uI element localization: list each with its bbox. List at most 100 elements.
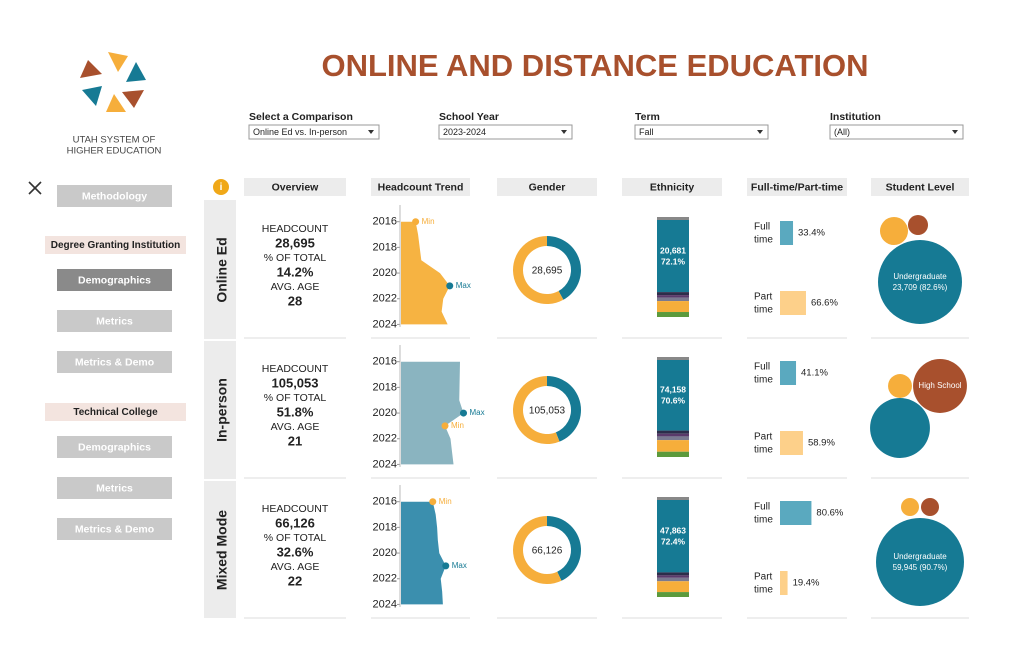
group-title-bg xyxy=(45,403,186,421)
ft-bar xyxy=(780,291,806,315)
overview-label: HEADCOUNT xyxy=(262,363,329,375)
dropdown-value: Online Ed vs. In-person xyxy=(253,127,347,137)
dropdown-arrow xyxy=(368,130,374,134)
trend-tick-label: 2024 xyxy=(373,458,397,470)
ft-label: time xyxy=(754,445,773,456)
trend-dot xyxy=(429,498,437,506)
ethnicity-seg xyxy=(657,592,689,597)
nav-button-label: Demographics xyxy=(78,274,151,286)
nav-button-label: Metrics xyxy=(96,482,133,494)
column-header-bg xyxy=(871,178,969,196)
bubble-value: 23,709 (82.6%) xyxy=(893,283,948,292)
ethnicity-seg xyxy=(657,440,689,452)
nav-button[interactable] xyxy=(57,310,172,332)
nav-button[interactable] xyxy=(57,269,172,291)
ft-label: Part xyxy=(754,432,773,443)
ethnicity-pct: 70.6% xyxy=(661,396,686,406)
overview-label: % OF TOTAL xyxy=(264,392,327,404)
gender-arc xyxy=(547,516,581,581)
overview-value: 14.2% xyxy=(277,264,314,279)
trend-dot-label: Min xyxy=(422,217,435,226)
bubble-label: High School xyxy=(918,381,961,390)
dropdown[interactable] xyxy=(438,124,573,140)
overview-label: AVG. AGE xyxy=(271,561,320,573)
trend-dot xyxy=(460,409,467,417)
dropdown[interactable] xyxy=(829,124,964,140)
ethnicity-seg xyxy=(657,292,689,296)
ethnicity-seg xyxy=(657,451,689,457)
ethnicity-seg xyxy=(657,297,689,302)
trend-tick-label: 2022 xyxy=(373,293,397,305)
row-label: Mixed Mode xyxy=(214,510,230,590)
ft-label: Full xyxy=(754,362,770,373)
dropdown[interactable] xyxy=(248,124,380,140)
ethnicity-seg xyxy=(657,577,689,582)
gender-arc xyxy=(513,236,564,305)
ft-label: time xyxy=(754,305,773,316)
trend-dot xyxy=(442,562,450,570)
filter-label: Select a Comparison xyxy=(249,111,353,123)
gender-arc xyxy=(547,236,581,300)
student-bubble xyxy=(907,214,929,236)
ft-value: 80.6% xyxy=(816,508,843,519)
nav-button-label: Methodology xyxy=(82,190,147,202)
close-icon[interactable] xyxy=(28,181,42,195)
ft-label: Part xyxy=(754,292,773,303)
ethnicity-seg xyxy=(657,430,689,434)
bubble-label: Undergraduate xyxy=(893,272,947,281)
trend-tick-label: 2022 xyxy=(373,573,397,585)
column-header: Student Level xyxy=(886,181,955,193)
overview-value: 21 xyxy=(288,433,302,448)
ft-label: time xyxy=(754,585,773,596)
overview-label: % OF TOTAL xyxy=(264,252,327,264)
group-title: Degree Granting Institution xyxy=(51,240,180,251)
ft-value: 33.4% xyxy=(798,228,825,239)
gender-arc xyxy=(512,376,560,444)
ethnicity-bar xyxy=(657,220,689,293)
column-header: Full-time/Part-time xyxy=(751,181,843,193)
ethnicity-count: 20,681 xyxy=(660,245,686,255)
gender-arc xyxy=(512,516,562,584)
ethnicity-seg xyxy=(657,312,689,317)
column-header: Headcount Trend xyxy=(378,181,464,193)
filter-label: School Year xyxy=(439,111,499,123)
column-header-bg xyxy=(747,178,847,196)
dropdown-value: (All) xyxy=(834,127,850,137)
trend-tick-label: 2018 xyxy=(373,381,397,393)
trend-dot xyxy=(441,422,449,430)
overview-label: AVG. AGE xyxy=(271,281,320,293)
trend-area xyxy=(401,221,450,325)
nav-button[interactable] xyxy=(57,477,172,499)
ethnicity-pct: 72.1% xyxy=(661,256,686,266)
ft-bar xyxy=(780,221,794,245)
overview-value: 51.8% xyxy=(277,404,314,419)
trend-tick-label: 2020 xyxy=(373,547,397,559)
nav-button[interactable] xyxy=(57,185,172,207)
dropdown-arrow xyxy=(952,130,958,134)
trend-tick-label: 2018 xyxy=(373,521,397,533)
trend-tick-label: 2022 xyxy=(373,433,397,445)
row-label: Online Ed xyxy=(214,237,230,302)
overview-value: 28 xyxy=(288,293,302,308)
column-header-bg xyxy=(622,178,722,196)
nav-button[interactable] xyxy=(57,436,172,458)
info-icon[interactable] xyxy=(213,179,229,195)
trend-tick-label: 2016 xyxy=(373,216,397,228)
bubble-label: Undergraduate xyxy=(893,552,947,561)
trend-area xyxy=(401,361,464,465)
nav-button[interactable] xyxy=(57,351,172,373)
dropdown-arrow xyxy=(561,130,567,134)
ethnicity-seg xyxy=(657,575,689,578)
ethnicity-seg xyxy=(657,433,689,437)
dropdown[interactable] xyxy=(634,124,769,140)
ft-value: 58.9% xyxy=(808,438,835,449)
overview-value: 32.6% xyxy=(277,544,314,559)
ft-label: time xyxy=(754,515,773,526)
dropdown-value: 2023-2024 xyxy=(443,127,486,137)
nav-button-label: Metrics & Demo xyxy=(75,523,154,535)
gender-center: 28,695 xyxy=(532,266,563,277)
gender-arc xyxy=(547,376,581,442)
ft-value: 41.1% xyxy=(801,368,828,379)
nav-button[interactable] xyxy=(57,518,172,540)
